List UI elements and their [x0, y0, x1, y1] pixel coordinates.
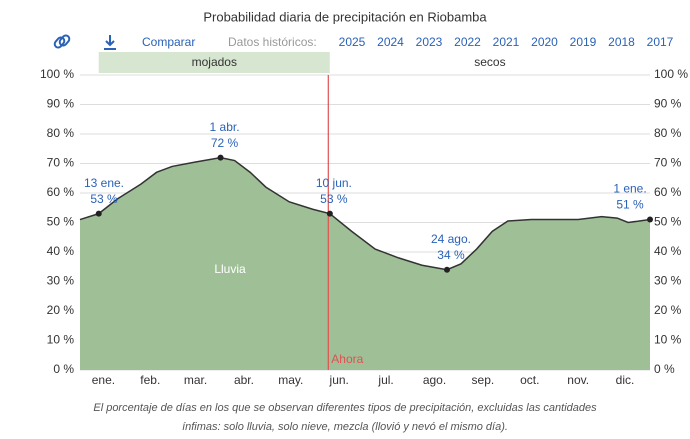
link-icon[interactable]: [53, 34, 71, 49]
annotation-dot: [95, 210, 102, 217]
year-link[interactable]: 2024: [377, 35, 404, 49]
x-tick-label: sep.: [472, 373, 495, 387]
history-label: Datos históricos:: [228, 35, 317, 49]
x-tick-label: nov.: [567, 373, 589, 387]
y-tick-label: 80 %: [47, 126, 75, 140]
y-tick-label: 70 %: [47, 156, 75, 170]
period-band: [98, 52, 330, 73]
y-tick-label-right: 80 %: [654, 126, 682, 140]
annotation-value: 72 %: [211, 136, 239, 150]
x-tick-label: oct.: [520, 373, 539, 387]
annotation-date: 1 abr.: [210, 120, 240, 134]
year-link[interactable]: 2020: [531, 35, 558, 49]
area-fill: [80, 157, 650, 370]
y-tick-label: 90 %: [47, 97, 75, 111]
caption: ínfimas: solo lluvia, solo nieve, mezcla…: [182, 421, 508, 433]
line: [79, 156, 651, 271]
year-link[interactable]: 2017: [647, 35, 674, 49]
x-tick-label: feb.: [140, 373, 160, 387]
y-tick-label: 100 %: [40, 67, 74, 81]
annotation-value: 53 %: [90, 192, 118, 206]
year-link[interactable]: 2019: [570, 35, 597, 49]
download-icon[interactable]: [104, 35, 116, 50]
y-tick-label: 50 %: [47, 215, 75, 229]
chart-title: Probabilidad diaria de precipitación en …: [203, 9, 487, 24]
year-link[interactable]: 2018: [608, 35, 635, 49]
y-tick-label-right: 100 %: [654, 67, 688, 81]
annotation-date: 10 jun.: [316, 176, 352, 190]
year-link[interactable]: 2025: [339, 35, 366, 49]
annotation-date: 1 ene.: [613, 182, 646, 196]
y-tick-label-right: 40 %: [654, 244, 682, 258]
period-band: [329, 52, 650, 73]
caption: El porcentaje de días en los que se obse…: [93, 402, 597, 414]
y-tick-label-right: 0 %: [654, 362, 675, 376]
annotation-value: 51 %: [616, 198, 644, 212]
compare-link[interactable]: Comparar: [142, 35, 195, 49]
x-tick-label: jul.: [377, 373, 393, 387]
y-tick-label-right: 10 %: [654, 333, 682, 347]
annotation-value: 34 %: [437, 248, 465, 262]
y-tick-label: 60 %: [47, 185, 75, 199]
y-tick-label: 30 %: [47, 274, 75, 288]
annotation-date: 13 ene.: [84, 176, 124, 190]
now-label: Ahora: [331, 352, 363, 366]
x-tick-label: dic.: [616, 373, 635, 387]
y-tick-label: 0 %: [53, 362, 74, 376]
year-link[interactable]: 2023: [416, 35, 443, 49]
x-tick-label: jun.: [329, 373, 349, 387]
series-label: lluvia: [214, 262, 246, 276]
x-tick-label: abr.: [234, 373, 254, 387]
y-tick-label-right: 70 %: [654, 156, 682, 170]
x-tick-label: ene.: [92, 373, 115, 387]
y-tick-label: 20 %: [47, 303, 75, 317]
y-tick-label-right: 60 %: [654, 185, 682, 199]
annotation-dot: [647, 216, 653, 223]
y-tick-label: 40 %: [47, 244, 75, 258]
period-label: secos: [474, 55, 505, 69]
period-label: mojados: [192, 55, 237, 69]
annotation-date: 24 ago.: [431, 232, 471, 246]
x-tick-label: mar.: [184, 373, 207, 387]
x-tick-label: may.: [278, 373, 303, 387]
annotation-value: 53 %: [320, 192, 348, 206]
y-tick-label: 10 %: [47, 333, 75, 347]
y-tick-label-right: 50 %: [654, 215, 682, 229]
annotation-dot: [443, 266, 450, 273]
x-tick-label: ago.: [423, 373, 446, 387]
annotation-dot: [217, 154, 224, 161]
y-tick-label-right: 20 %: [654, 303, 682, 317]
year-link[interactable]: 2022: [454, 35, 481, 49]
y-tick-label-right: 90 %: [654, 97, 682, 111]
annotation-dot: [326, 210, 333, 217]
y-tick-label-right: 30 %: [654, 274, 682, 288]
year-link[interactable]: 2021: [493, 35, 520, 49]
